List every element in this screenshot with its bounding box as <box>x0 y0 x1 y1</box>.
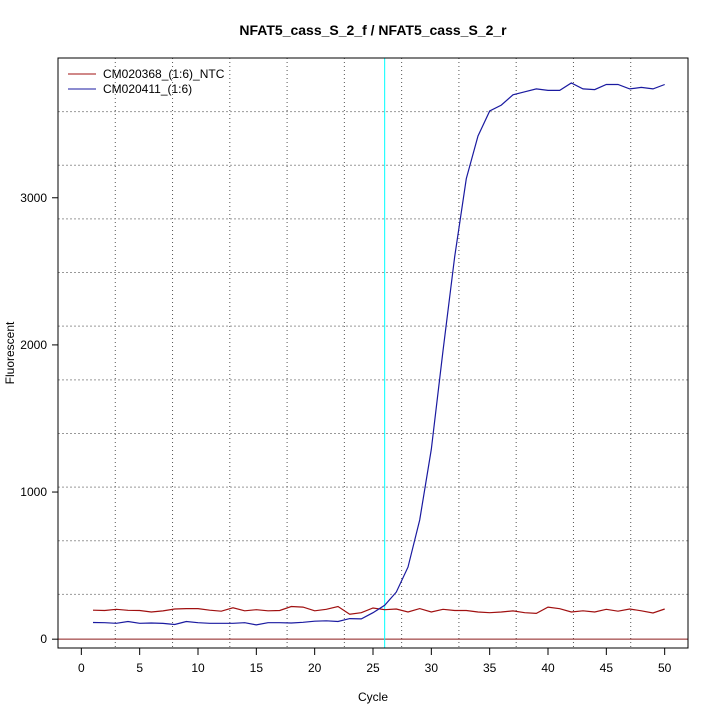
y-tick-label: 1000 <box>20 485 47 499</box>
chart-title: NFAT5_cass_S_2_f / NFAT5_cass_S_2_r <box>239 22 507 38</box>
x-tick-label: 30 <box>425 661 439 675</box>
x-tick-label: 50 <box>658 661 672 675</box>
y-tick-label: 3000 <box>20 191 47 205</box>
x-tick-label: 40 <box>541 661 555 675</box>
x-tick-label: 25 <box>366 661 380 675</box>
x-tick-label: 35 <box>483 661 497 675</box>
series-lines <box>92 82 665 626</box>
reference-lines <box>58 58 688 648</box>
y-tick-label: 2000 <box>20 338 47 352</box>
x-axis-label: Cycle <box>358 690 388 704</box>
x-tick-label: 0 <box>78 661 85 675</box>
legend-label-0: CM020368_(1:6)_NTC <box>103 67 225 81</box>
grid <box>58 58 688 648</box>
y-axis: 0 1000 2000 3000 <box>20 191 58 646</box>
y-axis-label: Fluorescent <box>3 321 17 384</box>
y-tick-label: 0 <box>40 632 47 646</box>
x-tick-label: 20 <box>308 661 322 675</box>
legend-label-1: CM020411_(1:6) <box>103 82 192 96</box>
x-tick-label: 45 <box>600 661 614 675</box>
x-tick-label: 10 <box>191 661 205 675</box>
x-tick-label: 15 <box>250 661 264 675</box>
plot-frame <box>57 57 689 649</box>
series-line-1 <box>92 82 665 626</box>
legend: CM020368_(1:6)_NTC CM020411_(1:6) <box>68 67 225 96</box>
x-tick-label: 5 <box>136 661 143 675</box>
series-line-0 <box>92 605 665 615</box>
x-axis: 0 5 10 15 20 25 30 35 40 45 50 <box>78 647 672 675</box>
